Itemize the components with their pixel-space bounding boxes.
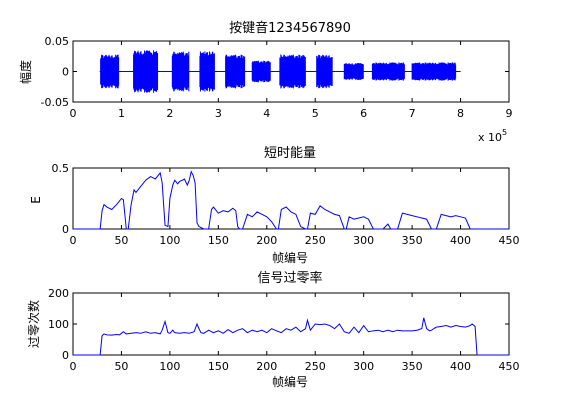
waveform-x-tick-label: 6 [360, 107, 367, 120]
zero-crossing-x-tick-label: 400 [450, 360, 471, 373]
zero-crossing-x-tick-label: 100 [159, 360, 180, 373]
waveform-x-tick-label: 3 [215, 107, 222, 120]
zero-crossing-x-ticks: 0 50 100 150 200 250 300 350 400 450 [70, 293, 520, 373]
waveform-x-tick-label: 9 [506, 107, 513, 120]
zero-crossing-y-tick-label: 0 [62, 349, 69, 362]
zero-crossing-x-tick-label: 0 [70, 360, 77, 373]
energy-x-tick-label: 450 [499, 234, 520, 247]
zero-crossing-axes [72, 292, 510, 356]
waveform-y-tick-label: 0 [62, 66, 69, 79]
waveform-x-ticks: 0 1 2 3 4 5 6 7 8 9 [70, 41, 513, 120]
waveform-y-ticks: -0.05 0 0.05 [41, 35, 509, 109]
zero-crossing-y-tick-label: 200 [48, 287, 69, 300]
zero-crossing-x-tick-label: 300 [353, 360, 374, 373]
energy-axes [72, 167, 510, 230]
waveform-y-tick-label: 0.05 [45, 35, 70, 48]
waveform-x-tick-label: 4 [263, 107, 270, 120]
waveform-y-tick-label: -0.05 [41, 96, 69, 109]
waveform-burst [199, 51, 215, 92]
energy-x-tick-label: 50 [114, 234, 128, 247]
energy-y-tick-label: 0 [62, 223, 69, 236]
energy-x-tick-label: 250 [305, 234, 326, 247]
zero-crossing-x-tick-label: 350 [402, 360, 423, 373]
waveform-x-tick-label: 0 [70, 107, 77, 120]
waveform-x-tick-label: 8 [457, 107, 464, 120]
waveform-burst [343, 63, 364, 80]
waveform-y-axis-label: 幅度 [18, 60, 33, 84]
zero-crossing-series [73, 317, 509, 356]
energy-series [73, 170, 509, 230]
energy-x-tick-label: 300 [353, 234, 374, 247]
subplot-zero-crossing: 信号过零率 0 100 200 0 50 100 150 200 250 300 350 400 45… [26, 270, 520, 389]
zero-crossing-y-axis-label: 过零次数 [26, 300, 41, 348]
energy-x-tick-label: 0 [70, 234, 77, 247]
waveform-burst [371, 62, 405, 81]
zero-crossing-x-tick-label: 50 [114, 360, 128, 373]
energy-line [73, 170, 509, 230]
waveform-x-tick-label: 1 [118, 107, 125, 120]
energy-x-tick-label: 150 [208, 234, 229, 247]
zero-crossing-x-tick-label: 450 [499, 360, 520, 373]
zero-crossing-y-ticks: 0 100 200 [48, 287, 509, 362]
waveform-series [99, 50, 461, 93]
zero-crossing-y-tick-label: 100 [48, 318, 69, 331]
energy-title: 短时能量 [264, 146, 316, 161]
waveform-x-tick-label: 7 [409, 107, 416, 120]
waveform-burst [316, 54, 333, 89]
energy-x-tick-label: 100 [159, 234, 180, 247]
waveform-burst [225, 54, 246, 89]
waveform-burst [279, 54, 306, 89]
zero-crossing-x-tick-label: 250 [305, 360, 326, 373]
waveform-burst [251, 60, 271, 83]
energy-x-tick-label: 200 [256, 234, 277, 247]
waveform-burst [100, 54, 120, 89]
waveform-burst [171, 51, 190, 92]
energy-x-axis-label: 帧编号 [272, 250, 308, 265]
waveform-x-exponent-base: x 10 [478, 131, 502, 144]
zero-crossing-x-tick-label: 200 [256, 360, 277, 373]
waveform-title: 按键音1234567890 [229, 20, 351, 36]
waveform-burst [411, 62, 457, 81]
zero-crossing-x-axis-label: 帧编号 [272, 374, 308, 389]
waveform-x-exponent: x 105 [478, 128, 507, 144]
subplot-energy: 短时能量 00.5 0 50 100 150 200 250 300 350 400 450 E … [29, 146, 520, 265]
waveform-burst [133, 50, 159, 93]
energy-x-tick-label: 350 [402, 234, 423, 247]
zero-crossing-x-tick-label: 150 [208, 360, 229, 373]
energy-y-axis-label: E [29, 196, 43, 204]
waveform-x-tick-label: 2 [166, 107, 173, 120]
energy-x-ticks: 0 50 100 150 200 250 300 350 400 450 [70, 168, 520, 247]
waveform-x-exponent-power: 5 [502, 128, 507, 137]
energy-x-tick-label: 400 [450, 234, 471, 247]
energy-y-tick-label: 0.5 [52, 162, 70, 175]
waveform-x-tick-label: 5 [312, 107, 319, 120]
zero-crossing-title: 信号过零率 [257, 270, 322, 286]
zero-crossing-line [73, 317, 509, 356]
